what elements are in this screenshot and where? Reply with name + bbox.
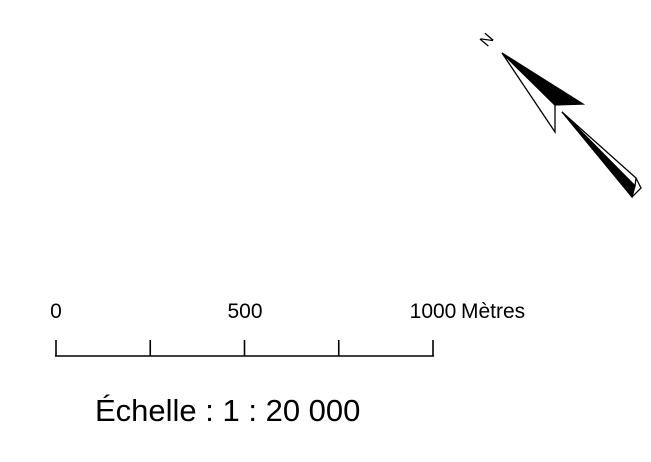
scale-ratio-text: Échelle : 1 : 20 000 [95, 393, 360, 428]
scale-unit-label: Mètres [461, 300, 525, 323]
scale-tick-label-500: 500 [227, 300, 262, 323]
north-arrow-icon: N [477, 30, 642, 199]
north-arrow-head-black [501, 52, 586, 106]
north-arrow-tail-tip [631, 177, 642, 198]
north-label: N [477, 30, 497, 50]
scale-bar: 0 500 1000 Mètres [50, 300, 525, 357]
scale-ticks [55, 340, 434, 356]
scale-tick-label-1000: 1000 [410, 300, 457, 323]
north-arrow-tail-black [561, 111, 636, 199]
scale-tick-label-0: 0 [50, 300, 62, 323]
